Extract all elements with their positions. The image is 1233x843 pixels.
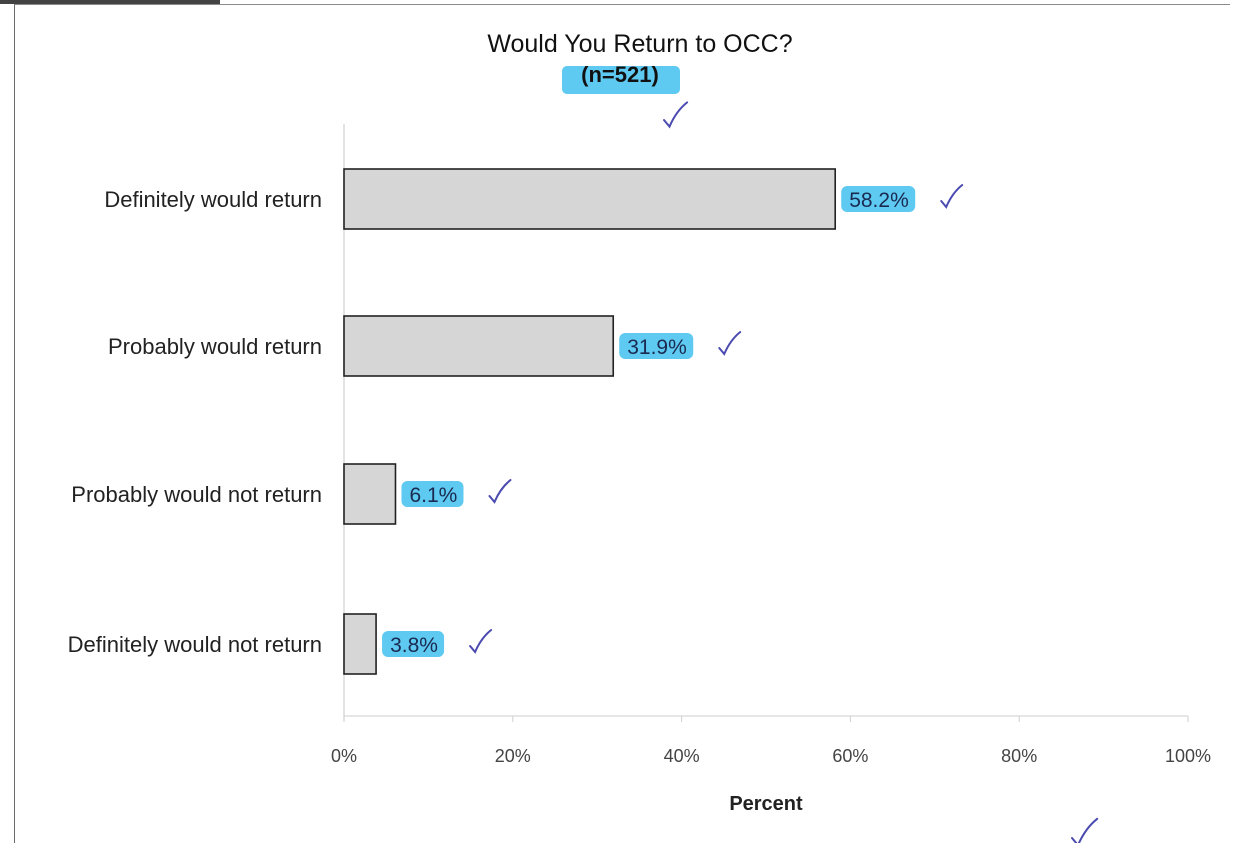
- x-tick-label: 0%: [331, 746, 357, 766]
- bar: [343, 315, 615, 377]
- x-tick-label: 80%: [1001, 746, 1037, 766]
- bar: [343, 463, 397, 525]
- check-mark-icon: [663, 101, 689, 129]
- data-label-highlight: [841, 186, 916, 212]
- x-tick-label: 20%: [495, 746, 531, 766]
- data-label-highlight: [401, 481, 464, 507]
- category-label: Definitely would return: [104, 187, 322, 212]
- data-label: 31.9%: [627, 336, 687, 359]
- bar: [343, 168, 837, 230]
- data-label-highlight: [619, 333, 694, 359]
- chart-subtitle: (n=521): [581, 62, 659, 87]
- check-mark-icon: [940, 184, 964, 209]
- category-label: Probably would return: [108, 334, 322, 359]
- category-label: Definitely would not return: [68, 632, 322, 657]
- x-tick-label: 40%: [664, 746, 700, 766]
- x-axis-title: Percent: [729, 793, 803, 815]
- bar: [343, 613, 377, 675]
- data-label: 3.8%: [390, 634, 438, 657]
- subtitle-highlight: [562, 66, 680, 94]
- check-mark-icon: [488, 479, 512, 504]
- check-mark-icon: [469, 629, 493, 654]
- data-label: 58.2%: [849, 189, 909, 212]
- x-tick-label: 60%: [832, 746, 868, 766]
- data-label: 6.1%: [409, 484, 457, 507]
- x-tick-label: 100%: [1165, 746, 1211, 766]
- check-mark-icon: [718, 331, 742, 356]
- chart-frame: [14, 4, 1230, 843]
- category-label: Probably would not return: [71, 482, 322, 507]
- page-edge-scrap: [0, 0, 220, 6]
- chart-title: Would You Return to OCC?: [487, 30, 793, 58]
- data-label-highlight: [382, 631, 445, 657]
- check-mark-icon: [1071, 817, 1099, 843]
